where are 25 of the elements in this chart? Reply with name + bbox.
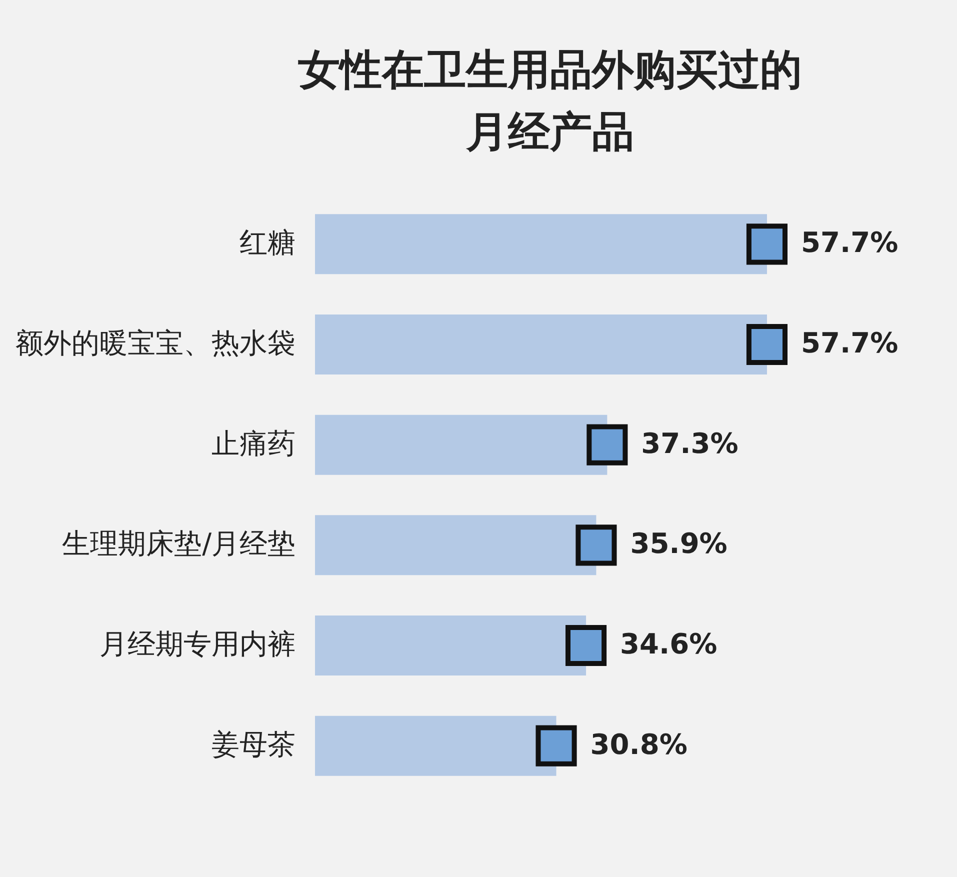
data-label: 34.6% <box>620 628 718 660</box>
bar <box>315 214 767 274</box>
bar <box>315 414 608 475</box>
y-tick-label: 红糖 <box>240 226 296 260</box>
bar <box>315 314 767 374</box>
y-tick-label: 额外的暖宝宝、热水袋 <box>16 326 296 360</box>
bar <box>315 515 596 576</box>
data-label: 37.3% <box>641 426 738 460</box>
data-label: 57.7% <box>800 226 898 260</box>
bar <box>315 716 556 776</box>
bar <box>315 616 586 676</box>
chart-title: 女性在卫生用品外购买过的月经产品 <box>297 45 802 156</box>
point <box>746 224 788 265</box>
y-tick-label: 月经期专用内裤 <box>100 628 296 660</box>
data-label: 35.9% <box>630 527 728 560</box>
point <box>566 624 607 666</box>
y-tick-label: 止痛药 <box>212 426 296 460</box>
point <box>586 424 628 466</box>
y-tick-label: 姜母茶 <box>212 728 296 761</box>
point <box>536 725 577 766</box>
point <box>576 524 617 566</box>
y-tick-label: 生理期床垫/月经垫 <box>62 527 296 560</box>
data-label: 57.7% <box>800 326 898 360</box>
data-label: 30.8% <box>590 728 688 761</box>
point <box>746 324 788 366</box>
